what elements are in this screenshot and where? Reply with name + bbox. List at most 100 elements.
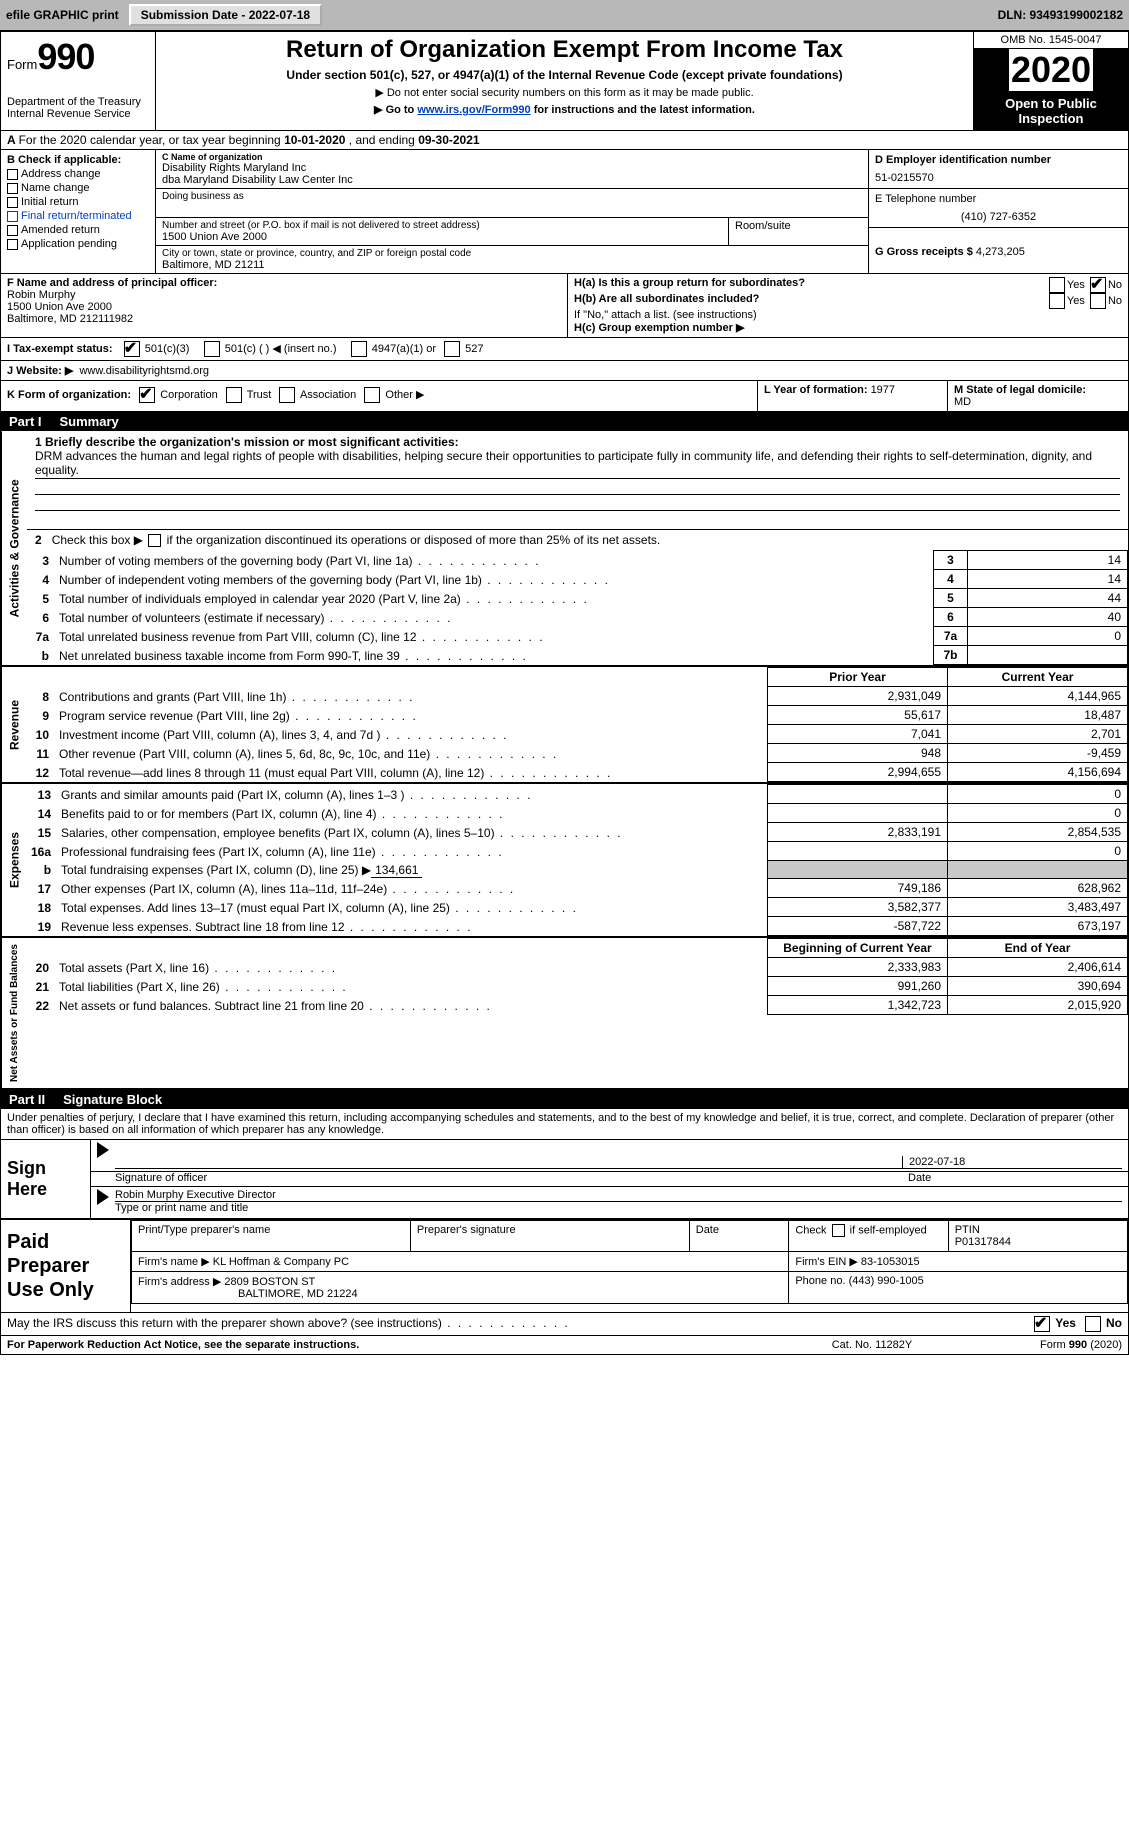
prior-value <box>768 785 948 804</box>
checkbox-icon[interactable] <box>124 341 140 357</box>
line-label: Professional fundraising fees (Part IX, … <box>57 842 767 861</box>
checkbox-icon[interactable] <box>1090 277 1106 293</box>
checkbox-icon[interactable] <box>7 183 18 194</box>
checkbox-icon[interactable] <box>1034 1316 1050 1332</box>
irs-label: Internal Revenue Service <box>7 108 149 120</box>
paid-preparer-label: Paid Preparer Use Only <box>1 1220 131 1312</box>
discuss-question: May the IRS discuss this return with the… <box>7 1316 1032 1332</box>
line-box: 5 <box>934 589 968 608</box>
expenses-section: Expenses 13Grants and similar amounts pa… <box>1 784 1128 938</box>
prior-value: 948 <box>768 744 948 763</box>
line-label: Program service revenue (Part VIII, line… <box>55 706 768 725</box>
j-label: J Website: ▶ <box>7 365 73 377</box>
checkbox-icon[interactable] <box>148 534 161 547</box>
submission-date-button[interactable]: Submission Date - 2022-07-18 <box>129 4 322 26</box>
checkbox-icon[interactable] <box>444 341 460 357</box>
firm-ein-cell: Firm's EIN ▶ 83-1053015 <box>789 1252 1128 1272</box>
firm-addr-cell: Firm's address ▶ 2809 BOSTON ST BALTIMOR… <box>132 1272 789 1304</box>
form-990-container: Form990 Department of the Treasury Inter… <box>0 31 1129 1355</box>
checkbox-icon[interactable] <box>1049 277 1065 293</box>
officer-sig-line <box>115 1168 902 1169</box>
checkbox-icon[interactable] <box>7 211 18 222</box>
header-right: OMB No. 1545-0047 2020 Open to Public In… <box>973 32 1128 130</box>
shaded-cell <box>948 861 1128 879</box>
checkbox-icon[interactable] <box>1085 1316 1101 1332</box>
form-title: Return of Organization Exempt From Incom… <box>164 36 965 64</box>
checkbox-icon[interactable] <box>364 387 380 403</box>
line-value: 44 <box>968 589 1128 608</box>
check-address-change: Address change <box>7 168 149 180</box>
prior-value: 3,582,377 <box>768 898 948 917</box>
checkbox-icon[interactable] <box>204 341 220 357</box>
goto-link-line: ▶ Go to www.irs.gov/Form990 for instruct… <box>164 103 965 116</box>
l-label: L Year of formation: <box>764 384 871 396</box>
checkbox-icon[interactable] <box>226 387 242 403</box>
header-middle: Return of Organization Exempt From Incom… <box>156 32 973 130</box>
firm-name-cell: Firm's name ▶ KL Hoffman & Company PC <box>132 1252 789 1272</box>
checkbox-icon[interactable] <box>139 387 155 403</box>
h-section: H(a) Is this a group return for subordin… <box>568 274 1128 337</box>
prior-value: 2,994,655 <box>768 763 948 782</box>
check-label: Initial return <box>21 196 78 208</box>
line-num: 6 <box>27 608 55 627</box>
table-row: 19Revenue less expenses. Subtract line 1… <box>27 917 1128 936</box>
room-label: Room/suite <box>735 220 862 232</box>
checkbox-icon[interactable] <box>1090 293 1106 309</box>
prior-value <box>768 842 948 861</box>
line-num: 12 <box>27 763 55 782</box>
part-number: Part II <box>9 1092 45 1107</box>
line-label: Total liabilities (Part X, line 26) <box>55 977 768 996</box>
line-value: 40 <box>968 608 1128 627</box>
line-num: 13 <box>27 785 57 804</box>
dept-treasury: Department of the Treasury <box>7 96 149 108</box>
checkbox-icon[interactable] <box>7 197 18 208</box>
firm-name-row: Firm's name ▶ KL Hoffman & Company PC Fi… <box>132 1252 1128 1272</box>
line-label: Total number of individuals employed in … <box>55 589 934 608</box>
irs-form990-link[interactable]: www.irs.gov/Form990 <box>417 104 530 116</box>
addr-label: Number and street (or P.O. box if mail i… <box>162 220 722 231</box>
identity-grid: B Check if applicable: Address change Na… <box>1 150 1128 274</box>
top-toolbar: efile GRAPHIC print Submission Date - 20… <box>0 0 1129 31</box>
goto-post: for instructions and the latest informat… <box>531 104 755 116</box>
line-num: 7a <box>27 627 55 646</box>
self-employed-cell: Check if self-employed <box>789 1221 948 1252</box>
m-label: M State of legal domicile: <box>954 384 1086 396</box>
line-label: Total revenue—add lines 8 through 11 (mu… <box>55 763 768 782</box>
revenue-header-row: Prior Year Current Year <box>27 668 1128 687</box>
checkbox-icon[interactable] <box>7 169 18 180</box>
checkbox-icon[interactable] <box>7 239 18 250</box>
current-year-header: Current Year <box>948 668 1128 687</box>
org-name-2: dba Maryland Disability Law Center Inc <box>162 174 862 186</box>
signature-grid: Sign Here 2022-07-18 Signature of office… <box>1 1140 1128 1220</box>
prior-value <box>768 804 948 823</box>
header-left: Form990 Department of the Treasury Inter… <box>1 32 156 130</box>
q1-label: 1 Briefly describe the organization's mi… <box>35 435 459 449</box>
check-label: Application pending <box>21 238 117 250</box>
line-label: Total assets (Part X, line 16) <box>55 958 768 977</box>
checkbox-icon[interactable] <box>7 225 18 236</box>
line-num: 22 <box>27 996 55 1015</box>
line-label: Total unrelated business revenue from Pa… <box>55 627 934 646</box>
ssn-warning: ▶ Do not enter social security numbers o… <box>164 86 965 99</box>
part-title: Summary <box>60 414 119 429</box>
governance-table: 3Number of voting members of the governi… <box>27 550 1128 665</box>
h-note: If "No," attach a list. (see instruction… <box>574 309 1122 321</box>
current-value: 3,483,497 <box>948 898 1128 917</box>
yes-label: Yes <box>1055 1317 1076 1331</box>
line-num: 20 <box>27 958 55 977</box>
ha-label: H(a) Is this a group return for subordin… <box>574 277 805 289</box>
checkbox-icon[interactable] <box>1049 293 1065 309</box>
name-label: C Name of organization <box>162 152 263 162</box>
goto-pre: ▶ Go to <box>374 104 417 116</box>
checkbox-icon[interactable] <box>351 341 367 357</box>
firm-ein-value: 83-1053015 <box>861 1256 920 1268</box>
city-label: City or town, state or province, country… <box>162 248 862 259</box>
prior-value: -587,722 <box>768 917 948 936</box>
checkbox-icon[interactable] <box>832 1224 845 1237</box>
table-row: 9Program service revenue (Part VIII, lin… <box>27 706 1128 725</box>
mission-text: DRM advances the human and legal rights … <box>35 449 1120 479</box>
table-row: 18Total expenses. Add lines 13–17 (must … <box>27 898 1128 917</box>
current-value: 673,197 <box>948 917 1128 936</box>
address-cell: Number and street (or P.O. box if mail i… <box>156 218 728 245</box>
checkbox-icon[interactable] <box>279 387 295 403</box>
